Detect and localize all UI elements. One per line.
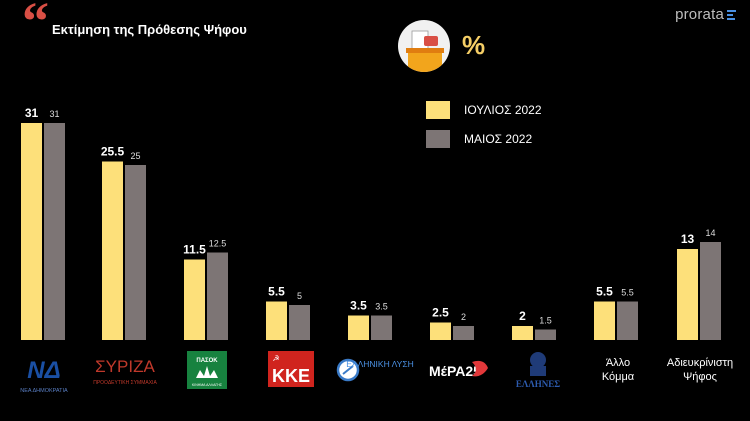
svg-text:ΠΑΣΟΚ: ΠΑΣΟΚ xyxy=(196,358,218,364)
undecided-label-line2: Ψήφος xyxy=(683,371,717,383)
data-label-july-4: 3.5 xyxy=(350,299,367,313)
brand-name: prorata xyxy=(675,6,724,23)
data-label-may-6: 1.5 xyxy=(539,316,552,326)
chart-title: Εκτίμηση της Πρόθεσης Ψήφου xyxy=(52,22,247,37)
svg-text:ΜέΡΑ25: ΜέΡΑ25 xyxy=(429,363,481,379)
svg-text:☭: ☭ xyxy=(272,354,279,363)
bar-july-2 xyxy=(184,259,205,340)
percent-sign: % xyxy=(462,30,486,60)
data-label-may-3: 5 xyxy=(297,291,302,301)
data-label-may-8: 14 xyxy=(705,228,715,238)
ballot-box-icon xyxy=(398,20,450,72)
bar-may-3 xyxy=(289,305,310,340)
data-label-july-5: 2.5 xyxy=(432,306,449,320)
legend-item-may: ΜΑΙΟΣ 2022 xyxy=(426,129,542,149)
bar-july-5 xyxy=(430,322,451,340)
bar-may-1 xyxy=(125,165,146,340)
undecided-label: Αδιευκρίνιστη Ψήφος xyxy=(655,356,745,384)
data-label-may-1: 25 xyxy=(130,151,140,161)
other-party-label-line1: Άλλο xyxy=(605,357,631,369)
bar-may-6 xyxy=(535,329,556,340)
bar-july-1 xyxy=(102,161,123,340)
svg-text:ΕΛΛΗΝΙΚΗ ΛΥΣΗ: ΕΛΛΗΝΙΚΗ ΛΥΣΗ xyxy=(346,359,413,369)
bar-may-5 xyxy=(453,326,474,340)
brand-mark-icon xyxy=(727,9,736,21)
data-label-july-3: 5.5 xyxy=(268,285,285,299)
bar-may-8 xyxy=(700,242,721,340)
data-label-may-4: 3.5 xyxy=(375,302,388,312)
svg-text:ΚΚΕ: ΚΚΕ xyxy=(272,366,310,386)
bar-may-4 xyxy=(371,315,392,340)
nd-logo-icon: ΝΔ ΝΕΑ ΔΗΜΟΚΡΑΤΙΑ xyxy=(20,357,68,394)
data-label-may-7: 5.5 xyxy=(621,288,634,298)
data-label-may-2: 12.5 xyxy=(209,239,227,249)
data-label-july-0: 31 xyxy=(25,106,39,120)
bar-may-2 xyxy=(207,252,228,340)
syriza-logo-icon: ΣΥΡΙΖΑ ΠΡΟΟΔΕΥΤΙΚΗ ΣΥΜΜΑΧΙΑ xyxy=(93,357,157,386)
data-label-july-1: 25.5 xyxy=(101,145,125,159)
bar-may-0 xyxy=(44,123,65,340)
brand-logo: prorata xyxy=(675,6,736,23)
legend-swatch-july xyxy=(426,101,450,119)
bar-july-8 xyxy=(677,249,698,340)
other-party-label-line2: Κόμμα xyxy=(601,371,635,383)
data-label-may-0: 31 xyxy=(49,109,59,119)
bar-july-3 xyxy=(266,301,287,340)
legend-swatch-may xyxy=(426,130,450,148)
data-label-may-5: 2 xyxy=(461,312,466,322)
kke-logo-icon: ΚΚΕ ☭ xyxy=(268,351,314,387)
data-label-july-6: 2 xyxy=(519,309,526,323)
elliniki-lysi-logo-icon: ΕΛΛΗΝΙΚΗ ΛΥΣΗ xyxy=(336,358,414,382)
mera25-logo-icon: ΜέΡΑ25 xyxy=(429,360,488,379)
svg-text:ΝΔ: ΝΔ xyxy=(27,357,60,384)
svg-text:ΣΥΡΙΖΑ: ΣΥΡΙΖΑ xyxy=(95,357,155,376)
bar-july-7 xyxy=(594,301,615,340)
svg-text:ΠΡΟΟΔΕΥΤΙΚΗ ΣΥΜΜΑΧΙΑ: ΠΡΟΟΔΕΥΤΙΚΗ ΣΥΜΜΑΧΙΑ xyxy=(93,380,157,386)
quote-mark: “ xyxy=(22,0,49,51)
ellines-logo-icon: ΕΛΛΗΝΕΣ xyxy=(516,352,560,389)
legend-label-may: ΜΑΙΟΣ 2022 xyxy=(464,132,533,146)
undecided-label-line1: Αδιευκρίνιστη xyxy=(666,357,734,369)
bar-july-0 xyxy=(21,123,42,340)
bar-may-7 xyxy=(617,301,638,340)
data-label-july-8: 13 xyxy=(681,232,695,246)
legend: ΙΟΥΛΙΟΣ 2022 ΜΑΙΟΣ 2022 xyxy=(426,100,542,158)
svg-text:ΝΕΑ ΔΗΜΟΚΡΑΤΙΑ: ΝΕΑ ΔΗΜΟΚΡΑΤΙΑ xyxy=(20,388,68,394)
bar-july-6 xyxy=(512,326,533,340)
other-party-label: Άλλο Κόμμα xyxy=(573,356,663,384)
data-label-july-7: 5.5 xyxy=(596,285,613,299)
bar-july-4 xyxy=(348,315,369,340)
legend-item-july: ΙΟΥΛΙΟΣ 2022 xyxy=(426,100,542,120)
svg-text:ΕΛΛΗΝΕΣ: ΕΛΛΗΝΕΣ xyxy=(516,379,560,389)
data-label-july-2: 11.5 xyxy=(183,243,206,257)
pasok-logo-icon: ΠΑΣΟΚ ΚΙΝΗΜΑ ΑΛΛΑΓΗΣ xyxy=(187,351,227,389)
legend-label-july: ΙΟΥΛΙΟΣ 2022 xyxy=(464,103,542,117)
svg-text:ΚΙΝΗΜΑ ΑΛΛΑΓΗΣ: ΚΙΝΗΜΑ ΑΛΛΑΓΗΣ xyxy=(192,383,223,387)
